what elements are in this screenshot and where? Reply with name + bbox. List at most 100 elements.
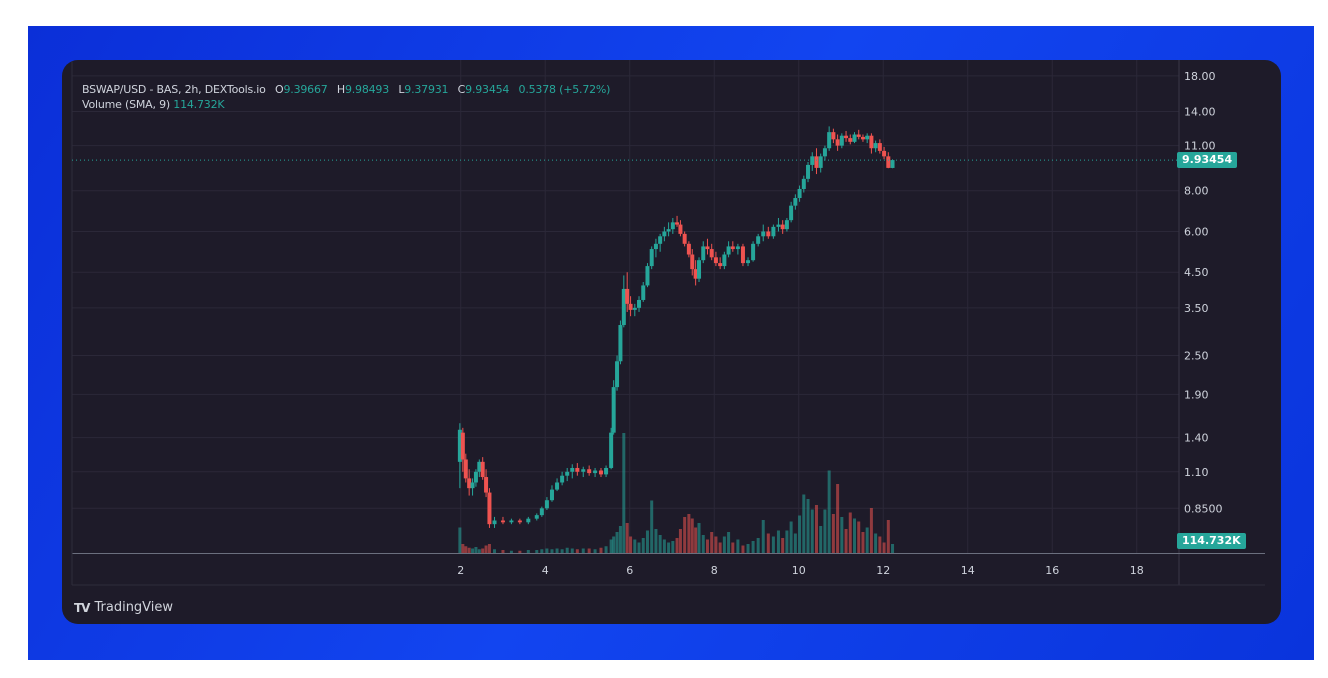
candle-body (487, 492, 492, 525)
tradingview-logo[interactable]: TV TradingView (74, 600, 173, 615)
candle-body (801, 178, 806, 189)
volume-bar (545, 548, 549, 553)
x-tick-label: 10 (792, 564, 806, 577)
candle-body (534, 515, 539, 519)
close-key: C (457, 83, 466, 96)
candle-body (666, 229, 671, 232)
x-tick-label: 14 (961, 564, 975, 577)
volume-bar (785, 530, 789, 553)
candle-body (658, 236, 663, 244)
volume-line: Volume (SMA, 9) 114.732K (82, 97, 610, 112)
candle-body (460, 432, 465, 460)
volume-label: Volume (SMA, 9) (82, 98, 170, 111)
volume-bar (714, 536, 718, 553)
volume-bar (697, 523, 701, 553)
y-tick-label: 2.50 (1184, 350, 1209, 363)
candle-body (784, 220, 789, 230)
candle-body (856, 134, 861, 137)
candle-body (500, 520, 505, 523)
candle-body (575, 467, 580, 472)
volume-bar (618, 526, 622, 553)
volume-bar (487, 544, 491, 553)
volume-bar (467, 547, 471, 553)
candle-body (690, 254, 695, 270)
candle-body (746, 260, 751, 264)
volume-bar (865, 527, 869, 553)
volume-bar (593, 549, 597, 553)
volume-bar (814, 505, 818, 553)
volume-bar (789, 521, 793, 553)
volume-bar (869, 508, 873, 553)
candle-body (886, 156, 891, 168)
candle-body (831, 132, 836, 140)
candle-body (649, 249, 654, 267)
volume-bar (615, 532, 619, 553)
candles (457, 126, 895, 528)
volume-bar (625, 523, 629, 553)
candle-body (806, 164, 811, 179)
candle-body (780, 224, 785, 230)
y-tick-label: 8.00 (1184, 185, 1209, 198)
candle-body (873, 143, 878, 149)
candle-body (662, 231, 667, 237)
y-tick-label: 1.10 (1184, 466, 1209, 479)
volume-bar (761, 520, 765, 553)
candle-body (718, 263, 723, 267)
y-tick-label: 6.00 (1184, 225, 1209, 238)
candle-body (555, 482, 560, 490)
candle-body (789, 205, 794, 221)
candle-body (484, 477, 489, 493)
y-tick-label: 0.8500 (1184, 502, 1223, 515)
candle-body (890, 160, 895, 168)
candle-body (621, 288, 626, 326)
x-tick-label: 18 (1130, 564, 1144, 577)
volume-bar (771, 536, 775, 553)
volume-bar (891, 544, 895, 553)
volume-bar (756, 538, 760, 553)
volume-bar (766, 533, 770, 553)
candle-body (670, 222, 675, 230)
candle-body (544, 500, 549, 509)
candle-body (492, 520, 497, 525)
candle-body (637, 299, 642, 308)
candle-body (740, 246, 745, 264)
volume-bar (781, 538, 785, 553)
volume-bar (560, 549, 564, 553)
volume-bar (493, 549, 497, 553)
candle-body (628, 303, 633, 310)
volume-bar (806, 499, 810, 553)
volume-bar (683, 517, 687, 553)
tradingview-icon: TV (74, 600, 91, 615)
candle-body (467, 478, 472, 489)
volume-bar (645, 530, 649, 553)
volume-bar (662, 539, 666, 553)
y-tick-label: 18.00 (1184, 70, 1216, 83)
volume-bar (540, 549, 544, 553)
volume-bar (535, 550, 539, 553)
volume-bar (526, 550, 530, 553)
candle-body (560, 475, 565, 483)
candle-body (810, 156, 815, 165)
candlestick-chart[interactable]: 18.00 14.00 11.00 8.00 6.00 4.50 3.50 2.50 1.90 1… (62, 60, 1281, 624)
volume-bar (484, 545, 488, 553)
candle-body (882, 150, 887, 157)
candle-body (865, 135, 870, 140)
volume-bar (458, 527, 462, 553)
volume-bar (575, 549, 579, 553)
candle-body (751, 243, 756, 261)
volume-bar (667, 542, 671, 553)
low-key: L (398, 83, 405, 96)
volume-bar (622, 433, 626, 553)
candle-body (463, 459, 468, 479)
candle-body (549, 489, 554, 501)
candle-body (470, 482, 475, 489)
volume-bar (461, 544, 465, 553)
volume-bar (802, 494, 806, 553)
candle-body (822, 148, 827, 157)
candle-body (814, 156, 819, 168)
candle-body (771, 226, 776, 237)
candle-body (509, 520, 514, 523)
volume-bar (793, 533, 797, 553)
y-tick-label: 11.00 (1184, 140, 1216, 153)
volume-bar (678, 529, 682, 553)
